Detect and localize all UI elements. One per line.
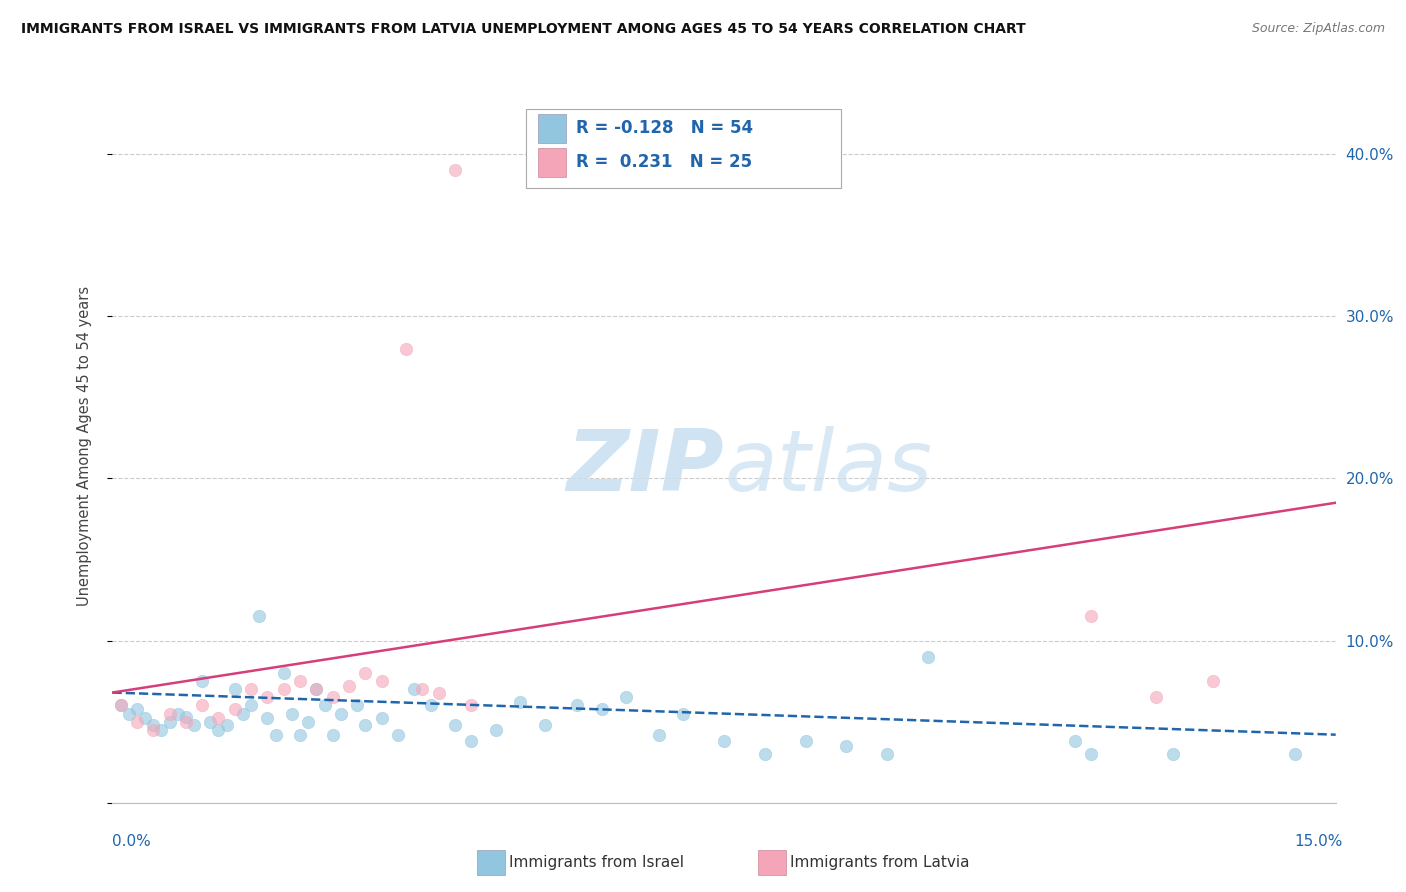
Point (240, 698, 263, 713)
Point (118, 706, 141, 721)
Point (346, 698, 368, 713)
Point (273, 666, 295, 681)
Point (444, 718, 467, 732)
Text: atlas: atlas (724, 425, 932, 509)
Point (1144, 690, 1167, 705)
Point (322, 690, 344, 705)
Point (166, 706, 188, 721)
Point (509, 695, 531, 709)
Point (460, 734, 482, 748)
Text: R =  0.231   N = 25: R = 0.231 N = 25 (576, 153, 752, 171)
Point (1161, 747, 1184, 761)
Text: Immigrants from Israel: Immigrants from Israel (509, 855, 683, 870)
Point (419, 698, 441, 713)
Point (125, 702, 148, 716)
Point (174, 710, 197, 724)
Point (1063, 734, 1085, 748)
Point (354, 718, 377, 732)
Point (134, 711, 156, 725)
Text: Immigrants from Latvia: Immigrants from Latvia (790, 855, 970, 870)
Point (370, 674, 392, 689)
Text: Source: ZipAtlas.com: Source: ZipAtlas.com (1251, 22, 1385, 36)
Point (305, 682, 328, 697)
Text: 0.0%: 0.0% (112, 834, 152, 849)
Point (591, 702, 613, 716)
Point (387, 728, 409, 742)
Point (142, 723, 165, 737)
Point (273, 682, 295, 697)
Point (110, 698, 132, 713)
Point (183, 718, 205, 732)
Point (224, 682, 246, 697)
Point (672, 706, 695, 721)
Point (876, 747, 898, 761)
Point (150, 723, 173, 737)
Point (354, 666, 377, 681)
Y-axis label: Unemployment Among Ages 45 to 54 years: Unemployment Among Ages 45 to 54 years (77, 286, 91, 606)
Text: IMMIGRANTS FROM ISRAEL VS IMMIGRANTS FROM LATVIA UNEMPLOYMENT AMONG AGES 45 TO 5: IMMIGRANTS FROM ISRAEL VS IMMIGRANTS FRO… (21, 22, 1026, 37)
Point (614, 690, 637, 705)
Point (305, 682, 328, 697)
Point (174, 714, 197, 729)
Point (207, 711, 229, 725)
Point (288, 728, 311, 742)
Point (427, 685, 450, 699)
Point (794, 734, 817, 748)
Point (337, 679, 360, 693)
Point (835, 739, 858, 753)
Point (281, 706, 304, 721)
Point (288, 674, 311, 689)
Point (215, 718, 238, 732)
Point (754, 747, 776, 761)
Point (917, 649, 939, 664)
Text: R = -0.128   N = 54: R = -0.128 N = 54 (576, 120, 754, 137)
Point (247, 609, 270, 624)
Point (1284, 747, 1306, 761)
Point (411, 682, 433, 697)
Point (485, 723, 508, 737)
Point (159, 706, 181, 721)
Point (648, 728, 671, 742)
Point (240, 682, 263, 697)
Point (297, 714, 319, 729)
Text: ZIP: ZIP (567, 425, 724, 509)
Point (1202, 674, 1225, 689)
Point (264, 728, 287, 742)
Point (110, 698, 132, 713)
Point (256, 690, 278, 705)
Point (159, 714, 181, 729)
Point (224, 702, 246, 716)
Point (1080, 609, 1102, 624)
Text: 15.0%: 15.0% (1295, 834, 1343, 849)
Point (395, 342, 418, 356)
Point (322, 728, 344, 742)
Point (370, 711, 392, 725)
Point (444, 163, 467, 178)
Point (1080, 747, 1102, 761)
Point (256, 711, 278, 725)
Point (125, 714, 148, 729)
Point (533, 718, 555, 732)
Point (713, 734, 735, 748)
Point (207, 723, 229, 737)
Point (142, 718, 165, 732)
Point (200, 714, 222, 729)
Point (404, 682, 426, 697)
Point (329, 706, 352, 721)
Point (460, 698, 482, 713)
Point (191, 674, 214, 689)
Point (314, 698, 336, 713)
Point (232, 706, 254, 721)
Point (191, 698, 214, 713)
Point (567, 698, 589, 713)
